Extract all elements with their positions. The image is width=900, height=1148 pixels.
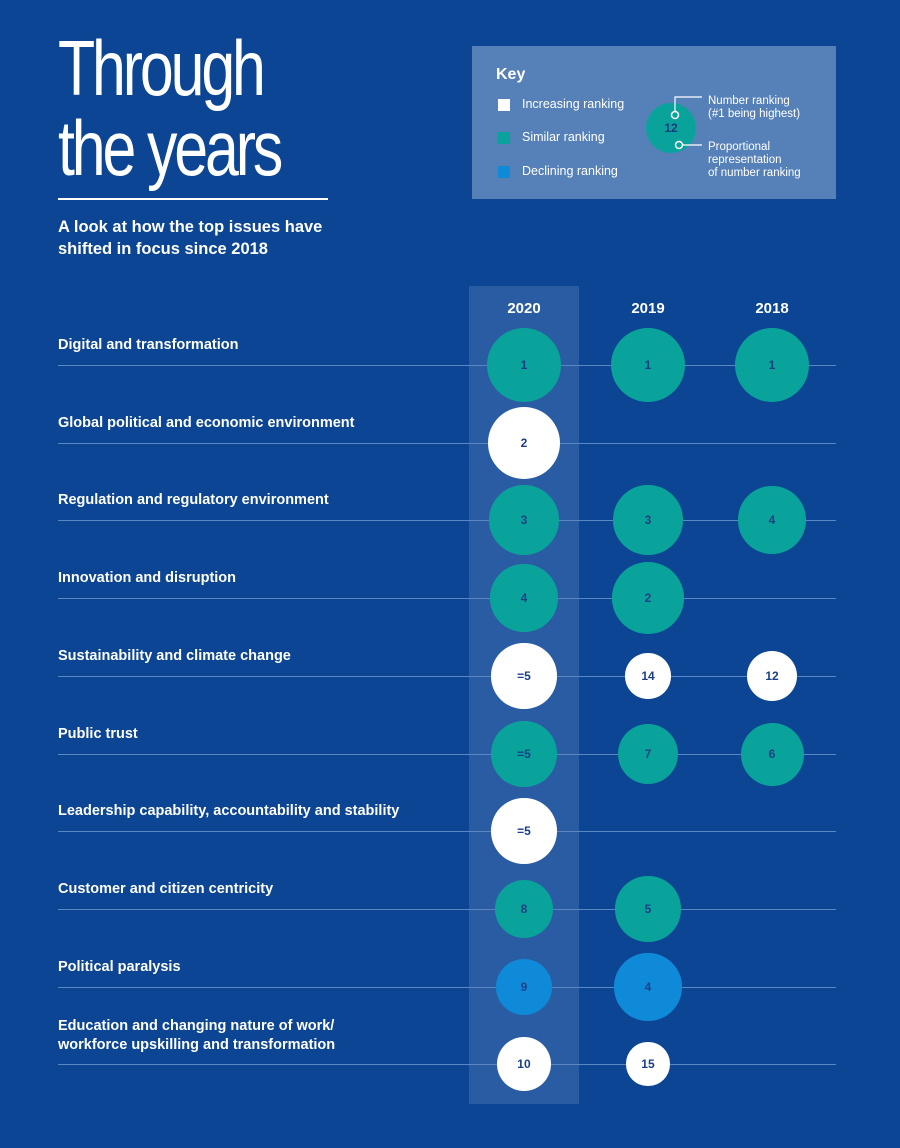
rank-bubble-2020: 1 — [487, 328, 561, 402]
key-title: Key — [496, 66, 526, 83]
key-note-size-line-1: Proportional — [708, 141, 771, 153]
page-title: Through the years — [58, 24, 283, 192]
legend-key: Key Increasing ranking Similar ranking D… — [472, 46, 836, 199]
row-divider — [58, 676, 836, 677]
rank-bubble-2019: 3 — [613, 485, 683, 555]
rank-bubble-2020: =5 — [491, 721, 557, 787]
year-header-2018: 2018 — [755, 300, 789, 317]
row-divider — [58, 443, 836, 444]
rank-bubble-2020: =5 — [491, 643, 557, 709]
subtitle: A look at how the top issues have shifte… — [58, 218, 323, 258]
issue-label-line: workforce upskilling and transformation — [58, 1037, 336, 1053]
rank-bubble-2020: 2 — [488, 407, 560, 479]
issue-label: Customer and citizen centricity — [58, 881, 274, 897]
row-divider — [58, 1064, 836, 1065]
issue-label: Public trust — [58, 726, 138, 742]
row-divider — [58, 987, 836, 988]
rank-bubble-2018: 1 — [735, 328, 809, 402]
rank-bubble-2019: 15 — [626, 1042, 670, 1086]
row-divider — [58, 831, 836, 832]
rank-bubble-2020: 4 — [490, 564, 558, 632]
key-note-number: Number ranking (#1 being highest) — [708, 95, 800, 121]
year-header-2019: 2019 — [631, 300, 665, 317]
legend-similar-label: Similar ranking — [522, 130, 605, 144]
rank-bubble-2020: =5 — [491, 798, 557, 864]
key-note-size-line-2: representation — [708, 154, 782, 166]
rank-bubble-2019: 5 — [615, 876, 681, 942]
issue-label: Global political and economic environmen… — [58, 415, 355, 431]
rank-bubble-2018: 12 — [747, 651, 797, 701]
rank-bubble-2020: 8 — [494, 879, 554, 939]
legend-increasing-label: Increasing ranking — [522, 97, 625, 111]
issue-label: Sustainability and climate change — [58, 648, 291, 664]
declining-swatch-icon — [498, 166, 510, 178]
key-note-number-line-2: (#1 being highest) — [708, 108, 801, 120]
legend-declining-label: Declining ranking — [522, 164, 618, 178]
row-divider — [58, 365, 836, 366]
similar-swatch-icon — [498, 132, 510, 144]
rank-bubble-2018: 4 — [738, 486, 806, 554]
key-sample-value: 12 — [664, 121, 678, 135]
rank-bubble-2020: 3 — [489, 485, 559, 555]
issue-label: Leadership capability, accountability an… — [58, 803, 400, 819]
row-divider — [58, 909, 836, 910]
year-header-2020: 2020 — [507, 300, 541, 317]
rank-bubble-2019: 4 — [614, 953, 682, 1021]
row-divider — [58, 754, 836, 755]
rank-bubble-2019: 14 — [625, 653, 671, 699]
rank-bubble-2019: 1 — [611, 328, 685, 402]
rank-bubble-2019: 2 — [612, 562, 684, 634]
title-divider — [58, 198, 328, 200]
rank-bubble-2019: 7 — [617, 723, 679, 785]
key-note-size-line-3: of number ranking — [708, 167, 801, 179]
issue-label: Digital and transformation — [58, 337, 239, 353]
key-note-number-line-1: Number ranking — [708, 95, 790, 107]
title-line-2: the years — [58, 104, 283, 192]
row-divider — [58, 520, 836, 521]
issue-label: Political paralysis — [58, 959, 181, 975]
key-connector-lines — [670, 96, 702, 150]
issue-label: Education and changing nature of work/wo… — [58, 1017, 335, 1055]
rank-bubble-2020: 9 — [495, 958, 553, 1016]
rank-bubble-2020: 10 — [496, 1036, 552, 1092]
increasing-swatch-icon — [498, 99, 510, 111]
issue-label-line: Education and changing nature of work/ — [58, 1018, 335, 1034]
issue-label: Innovation and disruption — [58, 570, 237, 586]
issue-label: Regulation and regulatory environment — [58, 492, 329, 508]
title-line-1: Through — [58, 24, 266, 112]
row-divider — [58, 598, 836, 599]
key-note-size: Proportional representation of number ra… — [708, 141, 801, 180]
rank-bubble-2018: 6 — [740, 722, 804, 786]
